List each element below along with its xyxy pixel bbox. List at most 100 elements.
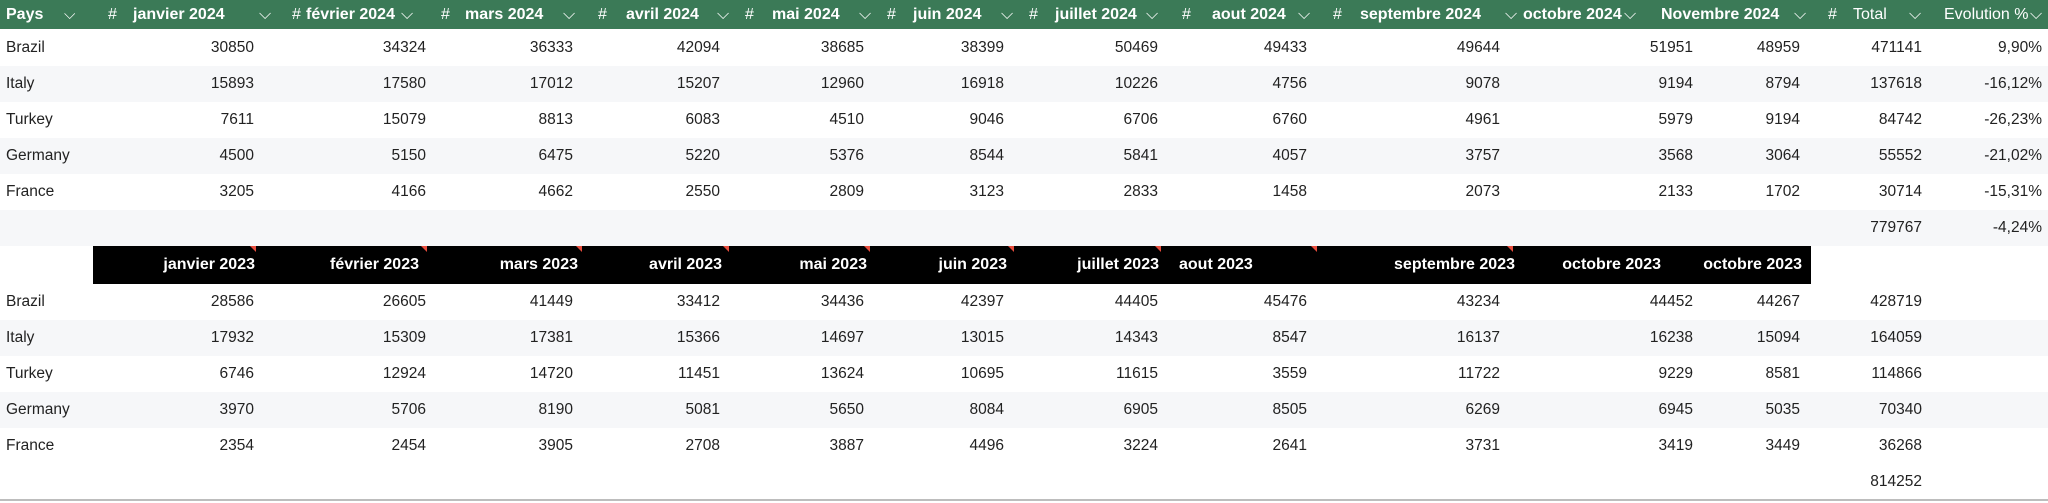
value-cell[interactable]: 33412 [676, 293, 720, 310]
total-cell[interactable]: 36268 [1878, 437, 1922, 454]
value-cell[interactable]: 1702 [1765, 183, 1800, 200]
value-cell[interactable]: 3905 [538, 437, 573, 454]
value-cell[interactable]: 3064 [1765, 147, 1800, 164]
total-cell[interactable]: 70340 [1878, 401, 1922, 418]
value-cell[interactable]: 2641 [1272, 437, 1307, 454]
value-cell[interactable]: 13015 [960, 329, 1004, 346]
country-cell[interactable]: Turkey [6, 365, 53, 382]
column-header-month[interactable]: juillet 2024 [1055, 6, 1137, 23]
value-cell[interactable]: 4961 [1465, 111, 1500, 128]
total-cell[interactable]: 164059 [1870, 329, 1922, 346]
value-cell[interactable]: 15309 [382, 329, 426, 346]
chevron-down-icon[interactable]: ⌵ [401, 6, 414, 23]
grand-evolution-cell[interactable]: -4,24% [1992, 219, 2042, 236]
value-cell[interactable]: 15079 [382, 111, 426, 128]
column-header-month[interactable]: septembre 2023 [1394, 256, 1515, 273]
value-cell[interactable]: 9194 [1658, 75, 1693, 92]
value-cell[interactable]: 5979 [1658, 111, 1693, 128]
value-cell[interactable]: 44405 [1114, 293, 1158, 310]
value-cell[interactable]: 13624 [820, 365, 864, 382]
column-header-month[interactable]: octobre 2023 [1703, 256, 1802, 273]
value-cell[interactable]: 9194 [1765, 111, 1800, 128]
evolution-cell[interactable]: -15,31% [1984, 183, 2042, 200]
value-cell[interactable]: 8794 [1765, 75, 1800, 92]
value-cell[interactable]: 49433 [1263, 39, 1307, 56]
column-header-month[interactable]: Novembre 2024 [1661, 6, 1780, 23]
column-header-month[interactable]: mai 2023 [799, 256, 867, 273]
value-cell[interactable]: 8544 [969, 147, 1004, 164]
value-cell[interactable]: 16238 [1649, 329, 1693, 346]
value-cell[interactable]: 4510 [829, 111, 864, 128]
value-cell[interactable]: 17932 [210, 329, 254, 346]
column-header-month[interactable]: aout 2024 [1212, 6, 1286, 23]
country-cell[interactable]: Germany [6, 401, 70, 418]
column-header-month[interactable]: mars 2023 [499, 256, 578, 273]
chevron-down-icon[interactable]: ⌵ [859, 6, 872, 23]
column-header-month[interactable]: septembre 2024 [1360, 6, 1481, 23]
value-cell[interactable]: 34324 [382, 39, 426, 56]
value-cell[interactable]: 15893 [210, 75, 254, 92]
chevron-down-icon[interactable]: ⌵ [717, 6, 730, 23]
value-cell[interactable]: 43234 [1456, 293, 1500, 310]
value-cell[interactable]: 2133 [1658, 183, 1693, 200]
value-cell[interactable]: 5150 [391, 147, 426, 164]
column-header-month[interactable]: juillet 2023 [1077, 256, 1159, 273]
value-cell[interactable]: 6746 [219, 365, 254, 382]
column-header-pays[interactable]: Pays [6, 6, 44, 23]
value-cell[interactable]: 11615 [1116, 365, 1158, 382]
value-cell[interactable]: 5841 [1123, 147, 1158, 164]
value-cell[interactable]: 2073 [1465, 183, 1500, 200]
value-cell[interactable]: 42397 [960, 293, 1004, 310]
total-cell[interactable]: 471141 [1871, 39, 1922, 56]
value-cell[interactable]: 8813 [538, 111, 573, 128]
value-cell[interactable]: 15207 [676, 75, 720, 92]
value-cell[interactable]: 3449 [1765, 437, 1800, 454]
value-cell[interactable]: 17012 [529, 75, 573, 92]
value-cell[interactable]: 2454 [391, 437, 426, 454]
chevron-down-icon[interactable]: ⌵ [563, 6, 576, 23]
value-cell[interactable]: 9078 [1465, 75, 1500, 92]
chevron-down-icon[interactable]: ⌵ [1794, 6, 1807, 23]
value-cell[interactable]: 41449 [529, 293, 573, 310]
value-cell[interactable]: 50469 [1114, 39, 1158, 56]
value-cell[interactable]: 5220 [685, 147, 720, 164]
value-cell[interactable]: 3887 [829, 437, 864, 454]
value-cell[interactable]: 5650 [829, 401, 864, 418]
country-cell[interactable]: France [6, 437, 55, 454]
value-cell[interactable]: 12960 [820, 75, 864, 92]
grand-total-cell[interactable]: 814252 [1870, 473, 1922, 490]
value-cell[interactable]: 14343 [1114, 329, 1158, 346]
value-cell[interactable]: 8505 [1272, 401, 1307, 418]
column-header-total[interactable]: Total [1853, 6, 1887, 23]
chevron-down-icon[interactable]: ⌵ [2030, 6, 2043, 23]
value-cell[interactable]: 51951 [1649, 39, 1693, 56]
value-cell[interactable]: 16137 [1456, 329, 1500, 346]
value-cell[interactable]: 9229 [1658, 365, 1693, 382]
column-header-month[interactable]: avril 2024 [626, 6, 699, 23]
country-cell[interactable]: Turkey [6, 111, 53, 128]
total-cell[interactable]: 428719 [1870, 293, 1922, 310]
country-cell[interactable]: Italy [6, 329, 35, 346]
grand-total-cell[interactable]: 779767 [1870, 219, 1922, 236]
chevron-down-icon[interactable]: ⌵ [1298, 6, 1311, 23]
value-cell[interactable]: 4496 [969, 437, 1004, 454]
value-cell[interactable]: 30850 [210, 39, 254, 56]
value-cell[interactable]: 16918 [960, 75, 1004, 92]
country-cell[interactable]: Brazil [6, 39, 45, 56]
column-header-month[interactable]: janvier 2023 [163, 256, 255, 273]
value-cell[interactable]: 11722 [1458, 365, 1500, 382]
chevron-down-icon[interactable]: ⌵ [1624, 6, 1637, 23]
value-cell[interactable]: 6760 [1272, 111, 1307, 128]
value-cell[interactable]: 3568 [1658, 147, 1693, 164]
chevron-down-icon[interactable]: ⌵ [1909, 6, 1922, 23]
value-cell[interactable]: 44267 [1756, 293, 1800, 310]
chevron-down-icon[interactable]: ⌵ [259, 6, 272, 23]
country-cell[interactable]: Italy [6, 75, 35, 92]
total-cell[interactable]: 84742 [1878, 111, 1922, 128]
value-cell[interactable]: 5706 [391, 401, 426, 418]
value-cell[interactable]: 34436 [820, 293, 864, 310]
value-cell[interactable]: 4756 [1272, 75, 1307, 92]
country-cell[interactable]: France [6, 183, 55, 200]
value-cell[interactable]: 8581 [1765, 365, 1800, 382]
value-cell[interactable]: 8190 [538, 401, 573, 418]
